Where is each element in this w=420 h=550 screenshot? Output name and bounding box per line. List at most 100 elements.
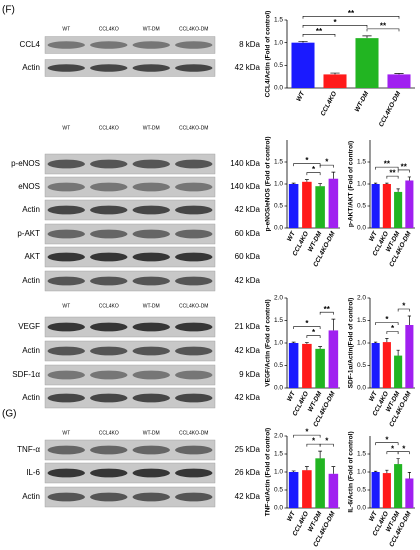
- blot-band: [47, 468, 85, 478]
- bar: [291, 42, 315, 88]
- blot-band: [132, 41, 170, 49]
- significance-label: *: [402, 302, 406, 311]
- blot-band: [175, 393, 213, 403]
- protein-label: p-eNOS: [11, 159, 40, 168]
- bar: [288, 184, 299, 228]
- x-tick-label: WT: [286, 390, 297, 403]
- significance-bracket: [397, 169, 410, 173]
- error-bar: [396, 349, 400, 356]
- blot-band: [47, 64, 85, 72]
- significance-label: **: [324, 305, 331, 314]
- x-tick-label: WT: [286, 510, 297, 523]
- size-label: 140 kDa: [230, 159, 260, 168]
- y-tick-label: 1.5: [274, 317, 283, 324]
- blot-band: [47, 276, 85, 286]
- blot-band: [132, 492, 170, 502]
- blot-band: [90, 346, 128, 356]
- blot-strip: [44, 486, 216, 508]
- blot-strip: [44, 439, 216, 461]
- protein-label: Actin: [22, 276, 40, 285]
- y-tick-label: 1.0: [274, 181, 283, 188]
- lane-label: CCL4KO: [99, 430, 119, 436]
- y-tick-label: 1.0: [357, 469, 366, 476]
- significance-label: *: [312, 437, 316, 446]
- blot-band: [90, 159, 128, 169]
- error-bar: [374, 470, 378, 472]
- blot-strip: [44, 462, 216, 484]
- significance-label: **: [384, 160, 391, 169]
- blot-band: [175, 205, 213, 215]
- blot-band: [47, 252, 85, 262]
- panel-label: (G): [2, 409, 16, 420]
- significance-bracket: [397, 308, 410, 312]
- lane-label: CCL4KO-DM: [179, 303, 208, 309]
- error-bar: [331, 171, 336, 179]
- protein-label: IL-6: [26, 468, 40, 477]
- blot-strip: [44, 246, 216, 268]
- significance-label: *: [305, 319, 309, 328]
- significance-label: *: [385, 315, 389, 324]
- y-tick-label: 1.5: [274, 159, 283, 166]
- blot-band: [47, 229, 85, 239]
- size-label: 42 kDa: [235, 205, 261, 214]
- blot-band: [175, 64, 213, 72]
- y-tick-label: 0.5: [274, 203, 283, 210]
- bar: [382, 342, 391, 388]
- significance-label: *: [333, 18, 337, 27]
- significance-bracket: [397, 451, 410, 455]
- blot-band: [47, 182, 85, 192]
- lane-label: CCL4KO-DM: [179, 430, 208, 436]
- blot-band: [132, 64, 170, 72]
- error-bar: [407, 315, 411, 325]
- y-axis-label: VEGF/Actin (Fold of control): [265, 299, 272, 386]
- y-tick-label: 0.0: [274, 85, 283, 92]
- bar: [394, 355, 403, 388]
- protein-label: p-AKT: [17, 229, 40, 238]
- blot-band: [90, 276, 128, 286]
- blot-strip: [44, 270, 216, 292]
- y-tick-label: 1.0: [274, 340, 283, 347]
- size-label: 42 kDa: [235, 393, 261, 402]
- size-label: 21 kDa: [235, 322, 261, 331]
- blot-band: [175, 468, 213, 478]
- protein-label: Actin: [22, 393, 40, 402]
- y-tick-label: 0.0: [357, 505, 366, 512]
- y-axis-label: p-AKT/AKT (Fold of control): [348, 141, 355, 227]
- protein-label: VEGF: [18, 322, 40, 331]
- size-label: 8 kDa: [239, 40, 260, 49]
- y-tick-label: 1.0: [274, 39, 283, 46]
- y-tick-label: 0.5: [357, 362, 366, 369]
- panel-label: (F): [2, 5, 15, 16]
- protein-label: TNF-α: [17, 445, 40, 454]
- error-bar: [298, 40, 308, 43]
- significance-label: **: [348, 9, 355, 18]
- error-bar: [374, 341, 378, 343]
- x-tick-label: WT: [295, 90, 306, 103]
- lane-label: CCL4KO-DM: [179, 125, 208, 131]
- lane-label: WT-DM: [143, 430, 160, 436]
- y-tick-label: 0.0: [274, 385, 283, 392]
- y-axis-label: p-eNOS/eNOS (Fold of control): [265, 137, 272, 232]
- bar: [382, 473, 391, 508]
- significance-label: *: [391, 444, 395, 453]
- blot-band: [175, 322, 213, 332]
- error-bar: [318, 346, 323, 349]
- lane-label: WT: [62, 26, 70, 32]
- blot-band: [47, 41, 85, 49]
- blot-band: [132, 322, 170, 332]
- size-label: 140 kDa: [230, 182, 260, 191]
- error-bar: [331, 318, 336, 331]
- blot-strip: [44, 59, 216, 77]
- bar: [394, 191, 403, 228]
- x-tick-label: WT: [368, 390, 379, 403]
- significance-bracket: [302, 34, 336, 37]
- blot-band: [175, 182, 213, 192]
- error-bar: [394, 73, 404, 75]
- significance-label: *: [312, 165, 316, 174]
- error-bar: [330, 72, 340, 75]
- significance-bracket: [302, 16, 400, 19]
- significance-bracket: [293, 326, 321, 330]
- error-bar: [291, 182, 296, 184]
- protein-label: Actin: [22, 205, 40, 214]
